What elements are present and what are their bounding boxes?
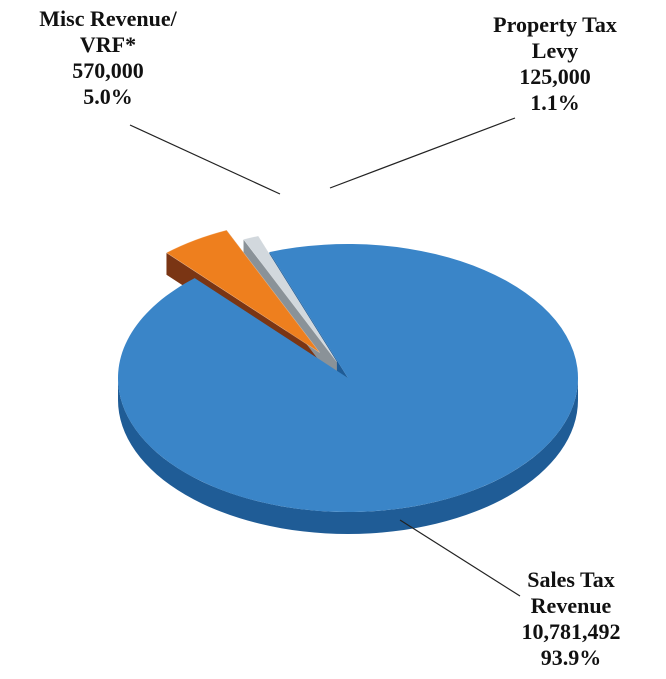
leader-line-misc-revenue <box>129 124 281 195</box>
slice-property-tax <box>243 235 338 363</box>
slice-value: 10,781,492 <box>521 619 621 644</box>
slice-value: 125,000 <box>519 64 591 89</box>
slice-sales-tax <box>117 244 578 513</box>
pie-tops <box>117 229 578 513</box>
leader-line-sales-tax <box>399 519 521 597</box>
leader-line-property-tax <box>329 117 516 189</box>
slice-percent: 93.9% <box>540 645 602 670</box>
slice-misc-revenue <box>165 229 321 353</box>
slice-percent: 1.1% <box>530 90 580 115</box>
slice-name-line-1: Property Tax <box>493 12 617 37</box>
slice-percent: 5.0% <box>83 84 133 109</box>
slice-name-line-2: Levy <box>531 38 579 63</box>
slice-name-line-2: Revenue <box>530 593 612 618</box>
slice-label-sales-tax: Sales Tax Revenue 10,781,492 93.9% <box>478 567 664 671</box>
slice-name-line-2: VRF* <box>79 32 137 57</box>
slice-name-line-1: Sales Tax <box>527 567 615 592</box>
leader-lines <box>129 117 521 597</box>
slice-label-misc-revenue: Misc Revenue/ VRF* 570,000 5.0% <box>8 6 208 110</box>
slice-label-property-tax: Property Tax Levy 125,000 1.1% <box>455 12 655 116</box>
slice-name-line-1: Misc Revenue/ <box>39 6 177 31</box>
slice-value: 570,000 <box>72 58 144 83</box>
